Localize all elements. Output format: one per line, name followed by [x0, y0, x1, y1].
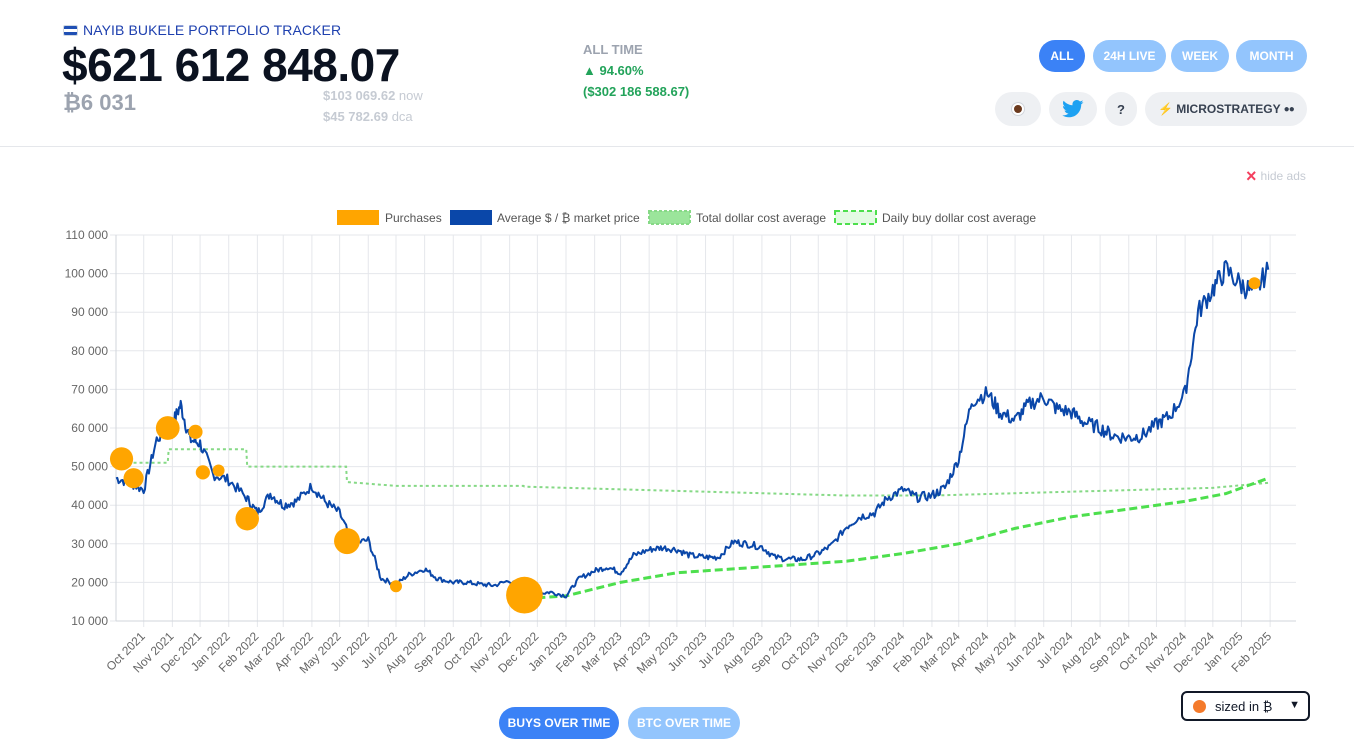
- y-tick-label: 90 000: [71, 305, 108, 319]
- y-tick-label: 10 000: [71, 614, 108, 628]
- y-tick-label: 40 000: [71, 498, 108, 512]
- alltime-usd: ($302 186 588.67): [583, 84, 690, 99]
- legend-label-purchases: Purchases: [385, 211, 442, 225]
- chart-legend: Purchases Average $ / ₿ market price Tot…: [337, 210, 1036, 225]
- y-tick-label: 110 000: [66, 228, 109, 242]
- y-tick-label: 20 000: [71, 575, 108, 589]
- legend-swatch-price: [450, 210, 492, 225]
- orange-dot-icon: [1193, 699, 1206, 713]
- y-tick-label: 100 000: [65, 267, 109, 281]
- chart-series: [115, 260, 1270, 600]
- range-tab-month[interactable]: MONTH: [1236, 40, 1307, 72]
- purchase-bubble: [188, 424, 203, 439]
- portfolio-chart: Purchases Average $ / ₿ market price Tot…: [65, 210, 1296, 676]
- brand-title: NAYIB BUKELE PORTFOLIO TRACKER: [83, 22, 342, 38]
- purchase-bubble: [195, 465, 210, 480]
- help-label: ?: [1117, 101, 1125, 117]
- daily-dca-line: [537, 476, 1269, 600]
- help-button[interactable]: ?: [1105, 92, 1137, 126]
- microstrategy-label: MICROSTRATEGY: [1176, 102, 1281, 116]
- alltime-percent: ▲ 94.60%: [583, 63, 644, 78]
- y-tick-label: 30 000: [71, 537, 108, 551]
- chevron-down-icon: ▼: [1289, 699, 1300, 711]
- range-tab-24h-live[interactable]: 24H LIVE: [1093, 40, 1166, 72]
- purchase-bubble: [389, 580, 402, 593]
- purchase-bubble: [123, 468, 144, 489]
- purchase-bubble: [334, 528, 360, 555]
- purchase-bubbles: [109, 277, 1261, 614]
- price-now-label: now: [398, 88, 423, 103]
- close-icon: ×: [1246, 166, 1257, 186]
- coffee-icon: [1012, 103, 1024, 115]
- y-tick-label: 60 000: [71, 421, 108, 435]
- legend-label-price: Average $ / ₿ market price: [497, 211, 640, 225]
- lightning-icon: ⚡: [1158, 102, 1174, 116]
- microstrategy-button[interactable]: ⚡ MICROSTRATEGY ●●: [1145, 92, 1307, 126]
- btc-over-time-button[interactable]: BTC OVER TIME: [628, 707, 740, 739]
- el-salvador-flag-icon: [63, 24, 78, 36]
- header: NAYIB BUKELE PORTFOLIO TRACKER $621 612 …: [0, 0, 1354, 147]
- hide-ads-label: hide ads: [1260, 169, 1306, 183]
- twitter-button[interactable]: [1049, 92, 1097, 126]
- coffee-button[interactable]: [995, 92, 1041, 126]
- legend-label-daily-dca: Daily buy dollar cost average: [882, 211, 1036, 225]
- buys-over-time-button[interactable]: BUYS OVER TIME: [499, 707, 619, 739]
- range-tab-week[interactable]: WEEK: [1171, 40, 1229, 72]
- legend-label-total-dca: Total dollar cost average: [696, 211, 826, 225]
- eyes-icon: ●●: [1283, 103, 1295, 115]
- legend-swatch-daily-dca: [834, 210, 877, 225]
- purchase-bubble: [1248, 277, 1261, 290]
- y-tick-label: 80 000: [71, 344, 108, 358]
- brand: NAYIB BUKELE PORTFOLIO TRACKER: [63, 22, 341, 38]
- range-tab-all[interactable]: ALL: [1039, 40, 1085, 72]
- purchase-bubble: [506, 576, 543, 614]
- y-tick-label: 70 000: [71, 382, 108, 396]
- y-axis: 110 000 100 000 90 000 80 000 70 000 60 000 50…: [65, 228, 109, 628]
- total-portfolio-value: $621 612 848.07: [62, 39, 400, 91]
- btc-holdings: ₿6 031: [63, 90, 136, 115]
- purchase-bubble: [109, 447, 134, 471]
- price-dca-value: $45 782.69: [323, 109, 389, 124]
- price-now: $103 069.62 now: [323, 88, 423, 103]
- price-now-value: $103 069.62: [323, 88, 396, 103]
- price-dca-label: dca: [391, 109, 413, 124]
- bubble-size-label: sized in ₿: [1215, 698, 1273, 714]
- price-dca: $45 782.69 dca: [323, 109, 413, 124]
- legend-swatch-purchases: [337, 210, 379, 225]
- purchase-bubble: [235, 506, 259, 531]
- price-line: [115, 260, 1270, 599]
- purchase-bubble: [212, 464, 225, 477]
- total-dca-line: [121, 448, 1269, 497]
- y-tick-label: 50 000: [71, 460, 108, 474]
- twitter-icon: [1062, 100, 1084, 118]
- alltime-label: ALL TIME: [583, 42, 643, 57]
- hide-ads-link[interactable]: × hide ads: [1246, 166, 1306, 186]
- legend-swatch-total-dca: [648, 210, 691, 225]
- bubble-size-select[interactable]: sized in ₿ ▼: [1181, 691, 1310, 721]
- purchase-bubble: [155, 416, 180, 440]
- alltime-summary: ALL TIME ▲ 94.60% ($302 186 588.67): [583, 42, 689, 99]
- chart-grid: [110, 234, 1296, 627]
